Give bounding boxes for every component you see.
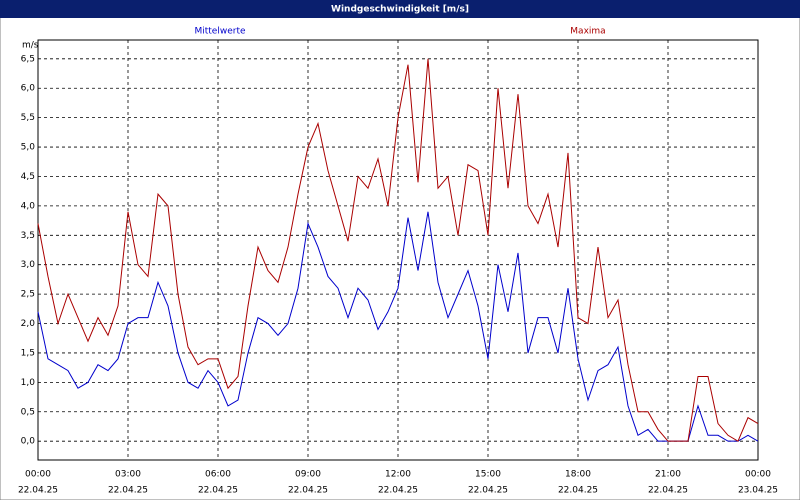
y-tick-label: 3,5	[21, 231, 35, 241]
y-tick-label: 1,5	[21, 348, 35, 358]
y-tick-label: 2,5	[21, 290, 35, 300]
y-tick-label: 0,0	[21, 437, 36, 447]
chart-title: Windgeschwindigkeit [m/s]	[331, 5, 469, 15]
x-tick-date: 23.04.25	[738, 486, 778, 496]
x-tick-date: 22.04.25	[198, 486, 238, 496]
y-unit: m/s	[22, 41, 39, 51]
x-tick-label: 06:00	[205, 470, 231, 480]
y-tick-label: 4,0	[21, 201, 36, 211]
x-tick-date: 22.04.25	[378, 486, 418, 496]
x-tick-date: 22.04.25	[18, 486, 58, 496]
x-tick-date: 22.04.25	[108, 486, 148, 496]
y-tick-label: 0,5	[21, 407, 35, 417]
y-tick-label: 5,5	[21, 113, 35, 123]
title-bar	[0, 0, 800, 18]
x-tick-label: 09:00	[295, 470, 321, 480]
x-tick-label: 00:00	[745, 470, 771, 480]
y-tick-label: 6,5	[21, 54, 35, 64]
legend-label: Mittelwerte	[194, 27, 245, 37]
y-tick-label: 3,0	[21, 260, 36, 270]
x-tick-label: 03:00	[115, 470, 141, 480]
x-tick-label: 15:00	[475, 470, 501, 480]
y-tick-label: 4,5	[21, 172, 35, 182]
y-tick-label: 2,0	[21, 319, 36, 329]
x-tick-date: 22.04.25	[558, 486, 598, 496]
x-tick-date: 22.04.25	[288, 486, 328, 496]
y-tick-label: 5,0	[21, 143, 36, 153]
x-tick-label: 00:00	[25, 470, 51, 480]
data-line	[37, 58, 759, 442]
x-tick-date: 22.04.25	[468, 486, 508, 496]
data-line	[37, 211, 759, 442]
x-tick-label: 12:00	[385, 470, 411, 480]
x-tick-label: 18:00	[565, 470, 591, 480]
y-tick-label: 1,0	[21, 378, 36, 388]
x-tick-label: 21:00	[655, 470, 681, 480]
y-tick-label: 6,0	[21, 84, 36, 94]
x-tick-date: 22.04.25	[648, 486, 688, 496]
legend-label: Maxima	[570, 27, 605, 37]
